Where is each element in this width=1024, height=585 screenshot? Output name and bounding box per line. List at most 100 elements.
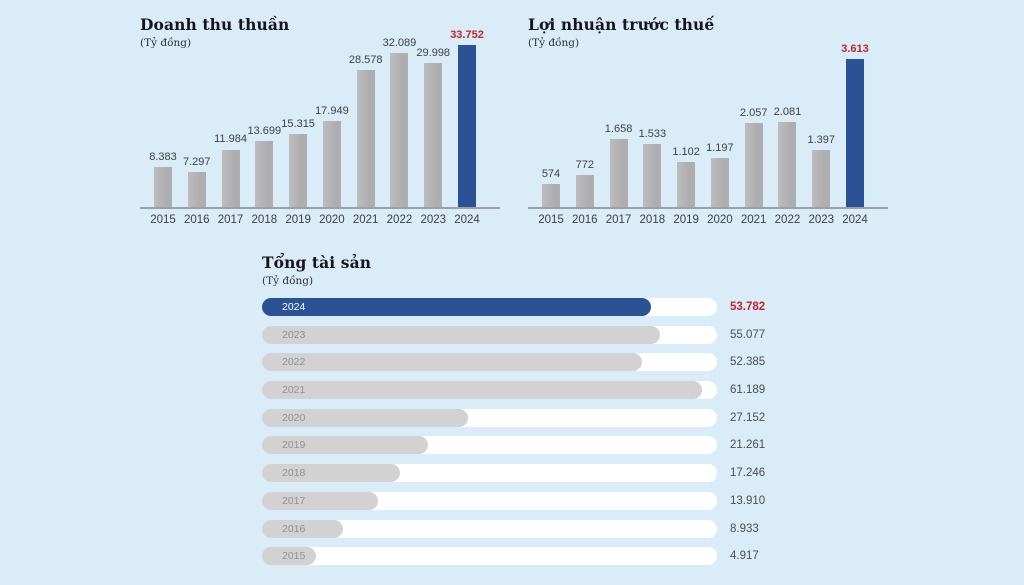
bar-2020 (710, 158, 729, 207)
asset-bar-fill: 2019 (262, 436, 428, 455)
net-revenue-title: Doanh thu thuần (140, 15, 290, 34)
asset-bar-value-label: 27.152 (730, 411, 766, 424)
asset-row-2020: 2020 27.152 (262, 408, 802, 427)
x-axis-label-2019: 2019 (673, 214, 699, 226)
net-revenue-plot: 8.383 2015 7.297 2016 11.984 2017 13.699 2018 15… (140, 29, 500, 226)
asset-bar-value-label: 8.933 (730, 522, 759, 535)
asset-bar-track: 2016 (262, 519, 717, 538)
asset-bar-track: 2024 (262, 298, 717, 316)
x-axis-label-2021: 2021 (352, 214, 379, 226)
total-assets-unit-label: (Tỷ đồng) (262, 275, 314, 287)
asset-row-2017: 2017 13.910 (262, 491, 802, 510)
asset-bar-year-label: 2016 (282, 522, 306, 535)
asset-bar-fill: 2021 (262, 381, 702, 400)
bar-2022 (778, 121, 797, 207)
bar-2024 (846, 59, 865, 207)
asset-bar-year-label: 2015 (282, 550, 306, 563)
asset-bar-track: 2021 (262, 381, 717, 400)
asset-row-2021: 2021 61.189 (262, 381, 802, 400)
asset-bar-fill: 2023 (262, 325, 660, 344)
bar-value-label: 8.383 (149, 150, 177, 163)
bar-2023 (424, 63, 443, 207)
asset-bar-track: 2022 (262, 353, 717, 372)
asset-bar-value-label: 52.385 (730, 356, 766, 369)
total-assets-rows: 2024 53.782 2023 55.077 2022 52.385 2021 61.189… (262, 298, 802, 575)
asset-bar-year-label: 2022 (282, 356, 306, 369)
asset-bar-value-label: 13.910 (730, 494, 766, 507)
x-axis-label-2023: 2023 (420, 214, 447, 226)
asset-bar-fill: 2015 (262, 547, 316, 566)
x-axis-label-2019: 2019 (285, 214, 311, 226)
bar-value-label: 2.081 (773, 105, 802, 118)
x-axis-label-2018: 2018 (639, 214, 666, 226)
total-assets-chart: Tổng tài sản (Tỷ đồng) 2024 53.782 2023 55.… (262, 253, 802, 566)
bar-value-label: 13.699 (247, 125, 282, 138)
pretax-profit-chart: Lợi nhuận trước thuế (Tỷ đồng) 574 2015 77… (528, 16, 888, 228)
net-revenue-chart: Doanh thu thuần (Tỷ đồng) 8.383 2015 7.297… (140, 16, 500, 228)
asset-row-2016: 2016 8.933 (262, 519, 802, 538)
x-axis-label-2022: 2022 (774, 214, 801, 226)
bar-2020 (322, 120, 341, 207)
asset-bar-track: 2019 (262, 436, 717, 455)
bar-2016 (575, 175, 594, 207)
pretax-profit-plot: 574 2015 772 2016 1.658 2017 1.533 2018 1.102 201… (528, 42, 888, 226)
bar-2022 (390, 53, 409, 207)
bar-value-label: 7.297 (183, 155, 211, 168)
asset-bar-year-label: 2021 (282, 384, 306, 397)
bar-value-label: 2.057 (739, 106, 768, 119)
bar-value-label: 772 (575, 159, 594, 172)
asset-bar-value-label: 61.189 (730, 384, 766, 397)
x-axis-label-2017: 2017 (217, 214, 244, 226)
x-axis-label-2024: 2024 (454, 214, 480, 226)
asset-bar-year-label: 2019 (282, 439, 306, 452)
pretax-profit-unit-label: (Tỷ đồng) (528, 37, 580, 49)
bar-value-label: 3.613 (841, 43, 869, 55)
x-axis-label-2020: 2020 (707, 214, 733, 226)
asset-row-2018: 2018 17.246 (262, 464, 802, 483)
x-axis-label-2022: 2022 (386, 214, 413, 226)
asset-bar-value-label: 17.246 (730, 467, 766, 480)
bar-value-label: 1.197 (706, 141, 734, 154)
bar-2015 (542, 183, 560, 207)
asset-bar-fill: 2018 (262, 464, 401, 483)
bar-2021 (744, 122, 763, 207)
bar-2019 (677, 161, 696, 207)
total-assets-title: Tổng tài sản (262, 253, 372, 272)
asset-bar-value-label: 53.782 (730, 301, 766, 313)
x-axis-label-2024: 2024 (842, 214, 868, 226)
bar-value-label: 33.752 (450, 29, 484, 41)
bar-2018 (255, 141, 274, 207)
asset-bar-year-label: 2020 (282, 411, 306, 424)
bar-value-label: 29.998 (416, 47, 451, 60)
asset-bar-fill: 2024 (262, 298, 652, 316)
bar-value-label: 1.658 (604, 123, 633, 136)
x-axis-label-2020: 2020 (319, 214, 345, 226)
bar-2021 (356, 69, 375, 207)
bar-value-label: 1.533 (638, 128, 667, 141)
asset-row-2024: 2024 53.782 (262, 298, 802, 316)
asset-bar-fill: 2017 (262, 491, 378, 510)
asset-bar-year-label: 2018 (282, 467, 306, 480)
x-axis-label-2021: 2021 (740, 214, 767, 226)
x-axis-label-2023: 2023 (808, 214, 835, 226)
asset-bar-track: 2017 (262, 491, 717, 510)
pretax-profit-title: Lợi nhuận trước thuế (528, 15, 715, 34)
asset-bar-year-label: 2023 (282, 328, 306, 341)
bar-2023 (812, 149, 831, 207)
asset-row-2019: 2019 21.261 (262, 436, 802, 455)
bar-value-label: 17.949 (315, 104, 349, 117)
asset-bar-track: 2015 (262, 547, 717, 566)
asset-bar-value-label: 4.917 (730, 550, 759, 563)
asset-bar-track: 2023 (262, 325, 717, 344)
bar-2017 (609, 139, 628, 207)
bar-2016 (187, 172, 206, 207)
bar-2024 (458, 45, 477, 207)
bar-value-label: 11.984 (214, 133, 247, 146)
asset-bar-year-label: 2024 (282, 301, 306, 313)
x-axis-label-2018: 2018 (251, 214, 278, 226)
bar-value-label: 15.315 (281, 117, 315, 130)
asset-bar-value-label: 55.077 (730, 328, 766, 341)
x-axis-label-2015: 2015 (538, 214, 564, 226)
asset-bar-fill: 2016 (262, 519, 344, 538)
